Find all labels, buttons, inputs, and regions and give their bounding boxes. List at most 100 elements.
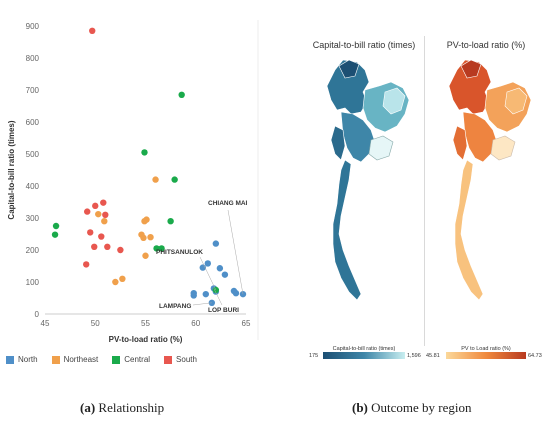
map-divider	[424, 36, 425, 346]
x-tick-label: 65	[242, 319, 251, 328]
y-axis-title: Capital-to-bill ratio (times)	[7, 120, 16, 219]
scatter-point-south	[117, 246, 124, 254]
scatter-point-south	[84, 208, 91, 215]
y-tick-label: 500	[26, 150, 40, 159]
scatter-point-northeast	[119, 275, 126, 282]
y-tick-label: 400	[26, 182, 40, 191]
map-northeast-east-capital	[382, 87, 406, 115]
y-tick-label: 600	[26, 118, 40, 127]
scatter-point-south	[89, 27, 96, 34]
annotation-label: LAMPANG	[159, 303, 191, 310]
legend-label-northeast: Northeast	[63, 355, 99, 364]
map-west-pv	[452, 125, 468, 161]
scatter-point-northeast	[147, 234, 154, 241]
x-tick-label: 55	[141, 319, 150, 328]
scatter-point-north	[202, 290, 209, 298]
scatter-point-north	[230, 287, 238, 295]
map-title-pv: PV-to-load ratio (%)	[446, 40, 526, 50]
y-tick-label: 800	[26, 54, 40, 63]
y-tick-label: 300	[26, 214, 40, 223]
legend-item-south: South	[164, 355, 197, 364]
annotation-leader	[192, 302, 212, 306]
legend-swatch-south	[164, 355, 173, 364]
scatter-point-central	[51, 231, 59, 238]
scatter-point-south	[100, 199, 107, 206]
scatter-point-south	[98, 233, 105, 240]
scatter-point-central	[141, 149, 148, 156]
map-north-upper-capital	[338, 59, 360, 79]
y-tick-label: 900	[26, 22, 40, 31]
scatter-point-central	[153, 245, 160, 252]
annotation-label: LOP BURI	[208, 307, 239, 314]
legend-swatch-north	[6, 355, 14, 364]
capital-ramp-max: 1,596	[407, 353, 421, 359]
scatter-point-south	[102, 211, 109, 218]
y-tick-label: 200	[26, 246, 40, 255]
scatter-point-northeast	[101, 218, 108, 225]
pv-to-load-map	[448, 59, 532, 301]
pv-ramp-title: PV to Load ratio (%)	[461, 346, 511, 352]
map-south-pv	[454, 159, 484, 301]
legend-item-north: North	[6, 355, 38, 364]
map-west-capital	[330, 125, 346, 161]
legend-label-south: South	[176, 355, 197, 364]
annotation-leader	[213, 288, 223, 306]
x-tick-label: 50	[91, 319, 100, 328]
capital-to-bill-map	[326, 59, 410, 301]
map-northeast-east-pv	[504, 87, 528, 115]
caption-a: (a) Relationship	[80, 400, 164, 416]
scatter-point-central	[171, 176, 178, 183]
scatter-point-north	[190, 292, 197, 299]
map-east-capital	[368, 135, 394, 161]
scatter-point-north	[216, 265, 224, 272]
y-tick-label: 0	[35, 310, 40, 319]
pv-ramp-min: 45.81	[426, 353, 440, 359]
scatter-plot: 0 100 200 300 400 500 600 700 800 900 45 50 55 60 65 PV…	[7, 20, 259, 344]
scatter-point-northeast	[140, 234, 147, 242]
legend-label-central: Central	[124, 355, 151, 364]
scatter-point-central	[167, 218, 174, 225]
annotation-label: PHITSANULOK	[156, 249, 203, 256]
caption-a-label: (a)	[80, 400, 96, 415]
capital-ramp	[323, 352, 405, 359]
pv-ramp-max: 64.73	[528, 353, 542, 359]
scatter-point-north	[221, 271, 229, 278]
scatter-point-northeast	[95, 210, 102, 218]
scatter-point-central	[178, 91, 185, 99]
scatter-point-central	[158, 245, 165, 252]
caption-b: (b) Outcome by region	[352, 400, 472, 416]
capital-ramp-title: Capital-to-bill ratio (times)	[332, 346, 396, 352]
legend-item-central: Central	[112, 355, 150, 364]
scatter-point-northeast	[142, 252, 149, 259]
scatter-point-northeast	[112, 278, 119, 286]
scatter-point-south	[104, 243, 111, 250]
annotation-leader	[227, 209, 244, 295]
scatter-points	[51, 27, 247, 306]
scatter-point-northeast	[152, 176, 159, 183]
legend-item-northeast: Northeast	[51, 355, 99, 364]
map-north-upper-pv	[460, 59, 482, 79]
scatter-point-south	[92, 202, 99, 210]
caption-b-text: Outcome by region	[367, 400, 472, 415]
legend-swatch-northeast	[51, 355, 60, 364]
map-south-capital	[332, 159, 362, 301]
annotation-label: CHIANG MAI	[208, 200, 248, 207]
scatter-point-north	[204, 260, 212, 267]
y-tick-label: 100	[26, 278, 40, 287]
x-axis-title: PV-to-load ratio (%)	[109, 335, 183, 344]
scatter-point-north	[212, 240, 220, 247]
annotation-leader	[199, 256, 217, 291]
legend-label-north: North	[18, 355, 38, 364]
y-tick-label: 700	[26, 86, 40, 95]
scatter-point-south	[87, 229, 94, 236]
scatter-point-northeast	[143, 216, 150, 223]
scatter-point-south	[83, 261, 90, 268]
pv-ramp	[446, 352, 526, 359]
caption-a-text: Relationship	[95, 400, 165, 415]
scatter-axes: 0 100 200 300 400 500 600 700 800 900 45 50 55 60 65 PV…	[7, 20, 259, 344]
scatter-point-central	[52, 222, 60, 230]
thailand-map-capital	[326, 59, 410, 301]
map-east-pv	[490, 135, 516, 161]
legend-swatch-central	[112, 355, 121, 364]
caption-b-label: (b)	[352, 400, 368, 415]
